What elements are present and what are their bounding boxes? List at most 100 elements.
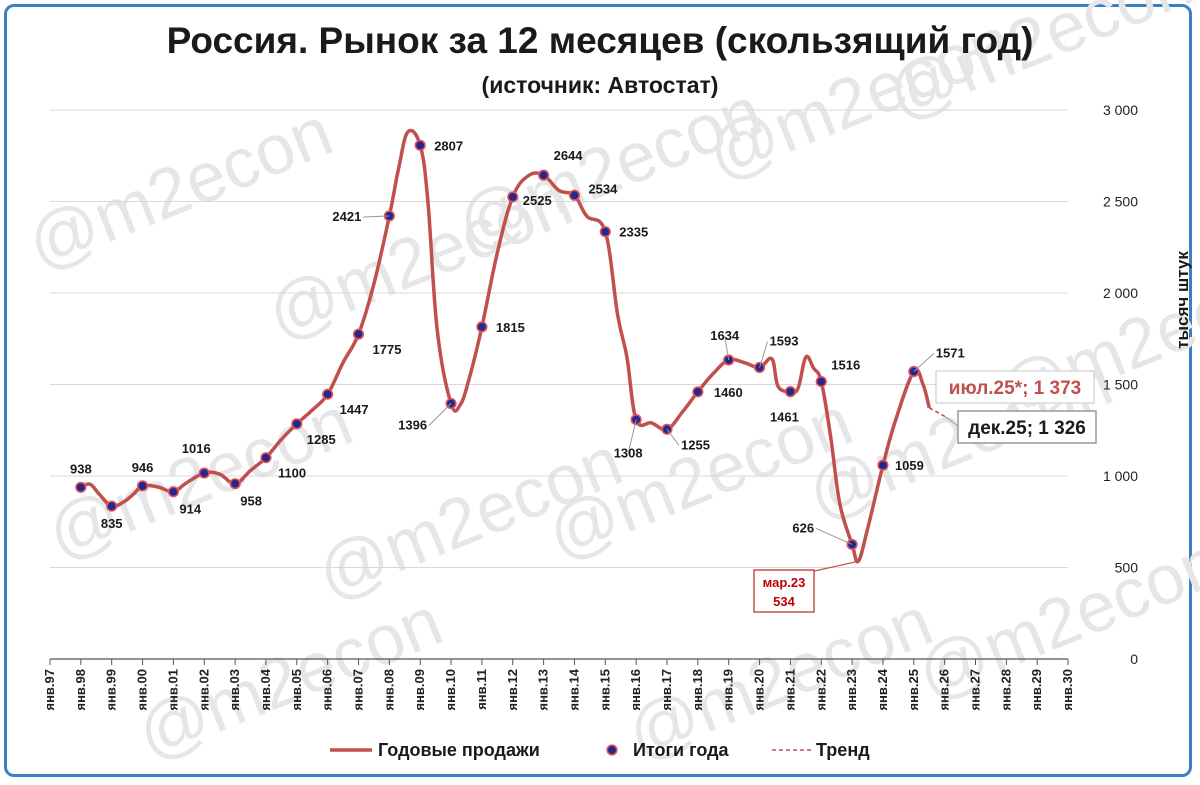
data-label: 1571	[936, 346, 965, 361]
x-tick-label: янв.08	[381, 669, 396, 711]
year-total-marker	[537, 169, 550, 181]
y-axis-label: тысяч штук	[1173, 251, 1192, 349]
x-tick-label: янв.02	[196, 669, 211, 711]
x-tick-label: янв.24	[875, 668, 890, 710]
year-total-marker	[198, 467, 210, 479]
x-tick-label: янв.28	[998, 669, 1013, 711]
y-tick-label: 0	[1130, 651, 1138, 667]
data-label: 2525	[523, 193, 552, 208]
x-tick-label: янв.09	[412, 669, 427, 711]
year-total-marker	[599, 226, 611, 238]
year-total-marker	[229, 478, 241, 490]
year-total-marker	[753, 361, 766, 374]
data-label: 1815	[496, 320, 525, 335]
data-label: 1308	[614, 446, 643, 461]
label-leader-line	[759, 341, 769, 368]
x-tick-label: янв.25	[906, 669, 921, 711]
data-label: 2644	[554, 148, 584, 163]
x-tick-label: янв.26	[937, 669, 952, 711]
series-line-trend	[928, 407, 946, 418]
chart-title: Россия. Рынок за 12 месяцев (скользящий …	[166, 20, 1034, 61]
x-axis: янв.97 янв.98 янв.99 янв.00 янв.01 янв.02 янв.…	[42, 658, 1075, 711]
x-tick-label: янв.20	[752, 669, 767, 711]
callout-leader-dec25	[944, 415, 959, 427]
callout-box-min	[753, 569, 815, 613]
data-label: 914	[179, 502, 201, 517]
legend-swatch-year-totals	[606, 744, 618, 756]
x-tick-label: янв.22	[813, 669, 828, 711]
label-leader-line	[724, 335, 730, 361]
label-leader-line	[627, 419, 637, 454]
data-label: 1059	[895, 458, 924, 473]
legend-label-annual-sales: Годовые продажи	[378, 740, 540, 760]
x-tick-label: янв.00	[135, 669, 150, 711]
x-tick-label: янв.99	[104, 669, 119, 711]
label-leader-line	[428, 403, 452, 426]
data-label: 1447	[340, 402, 369, 417]
label-leader-line	[666, 429, 680, 446]
year-total-marker	[75, 481, 87, 493]
x-tick-label: янв.19	[721, 669, 736, 711]
year-total-marker	[414, 139, 426, 151]
year-total-marker	[322, 388, 334, 400]
x-tick-label: янв.14	[566, 668, 581, 710]
data-label: 2807	[434, 138, 463, 153]
x-tick-label: янв.97	[42, 669, 57, 711]
x-tick-label: янв.03	[227, 669, 242, 711]
callouts: мар.23 534 июл.25*; 1 373 дек.25; 1 326	[753, 370, 1097, 613]
year-total-marker	[568, 189, 581, 201]
data-label: 946	[132, 460, 154, 475]
data-label: 1016	[182, 441, 211, 456]
x-tick-label: янв.01	[165, 669, 180, 711]
y-tick-label: 3 000	[1103, 102, 1138, 118]
callout-box-jul25	[935, 370, 1095, 404]
x-tick-label: янв.05	[289, 669, 304, 711]
data-label: 1100	[278, 466, 306, 481]
legend-label-year-totals: Итоги года	[633, 740, 730, 760]
legend: Годовые продажи Итоги года Тренд	[330, 740, 870, 760]
year-total-marker	[692, 386, 704, 398]
year-total-marker	[167, 486, 179, 498]
year-total-marker	[106, 500, 118, 512]
x-tick-label: янв.13	[536, 669, 551, 711]
callout-leader-min	[809, 560, 859, 573]
data-label: 2335	[619, 225, 648, 240]
series-line-annual-sales	[80, 128, 931, 564]
chart-subtitle: (источник: Автостат)	[481, 72, 719, 98]
data-label: 1593	[770, 333, 799, 348]
y-tick-label: 2 500	[1103, 194, 1138, 210]
x-tick-label: янв.10	[443, 669, 458, 711]
x-tick-label: янв.06	[320, 669, 335, 711]
watermark-text: @m2econ	[16, 92, 342, 284]
data-label: 958	[240, 494, 262, 509]
label-leader-line	[815, 527, 853, 545]
y-tick-label: 2 000	[1103, 285, 1138, 301]
data-label: 1285	[307, 432, 336, 447]
callout-dec25: дек.25; 1 326	[968, 418, 1086, 439]
y-axis-ticks: 0 500 1 000 1 500 2 000 2 500 3 000	[1103, 102, 1138, 667]
x-tick-label: янв.04	[258, 668, 273, 710]
y-tick-label: 1 500	[1103, 377, 1138, 393]
y-tick-label: 500	[1115, 560, 1139, 576]
data-label: 2421	[332, 209, 361, 224]
x-tick-label: янв.18	[690, 669, 705, 711]
callout-min-date: мар.23	[763, 575, 806, 590]
year-total-marker	[291, 418, 303, 430]
year-total-marker	[877, 459, 889, 471]
x-tick-label: янв.07	[351, 669, 366, 711]
x-tick-label: янв.11	[474, 669, 489, 710]
year-total-marker	[723, 354, 735, 366]
year-total-marker	[507, 191, 519, 203]
year-total-marker	[260, 452, 272, 464]
series-lines	[80, 128, 946, 564]
data-label: 1255	[681, 437, 710, 452]
data-label: 1634	[710, 328, 740, 343]
year-total-marker	[352, 328, 365, 340]
x-tick-label: янв.15	[597, 669, 612, 711]
year-total-marker	[136, 480, 149, 492]
x-tick-label: янв.12	[505, 669, 520, 711]
x-tick-label: янв.30	[1060, 669, 1075, 711]
x-tick-label: янв.98	[73, 669, 88, 711]
callout-box-dec25	[957, 410, 1097, 444]
